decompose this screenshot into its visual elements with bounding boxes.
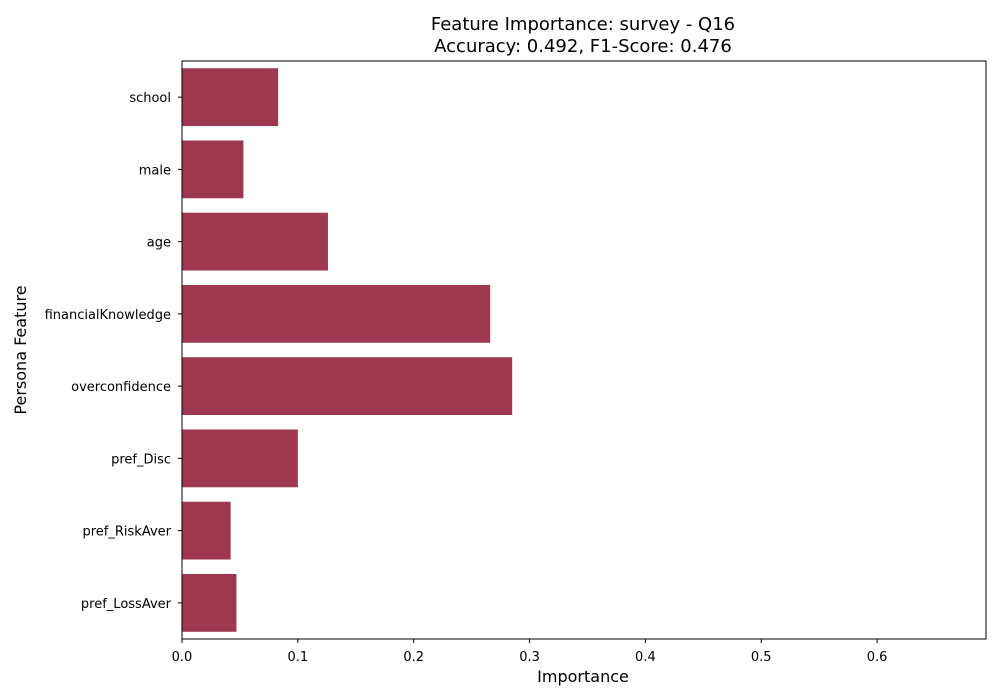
chart-subtitle: Accuracy: 0.492, F1-Score: 0.476	[434, 36, 732, 57]
x-tick-label: 0.5	[751, 650, 772, 665]
x-tick-label: 0.0	[172, 650, 193, 665]
x-tick-label: 0.1	[288, 650, 309, 665]
x-tick-label: 0.3	[519, 650, 540, 665]
bar-pref_LossAver	[182, 573, 237, 632]
y-tick-label: overconfidence	[71, 380, 171, 395]
y-ticks-group: school male age financialKnowledge overconfi…	[45, 91, 182, 612]
x-tick-label: 0.2	[403, 650, 424, 665]
y-tick-label: financialKnowledge	[45, 308, 171, 323]
bar-financialKnowledge	[182, 284, 491, 343]
bar-school	[182, 68, 279, 127]
chart-title: Feature Importance: survey - Q16	[431, 14, 735, 35]
y-tick-label: male	[139, 163, 171, 178]
x-tick-label: 0.4	[635, 650, 656, 665]
plot-frame	[181, 60, 987, 640]
bar-pref_RiskAver	[182, 501, 231, 560]
x-ticks-group: 0.0 0.1 0.2 0.3 0.4 0.5 0.6	[172, 639, 888, 665]
y-tick-label: pref_LossAver	[81, 597, 172, 612]
bar-male	[182, 140, 244, 199]
x-axis-label: Importance	[537, 667, 629, 686]
y-tick-label: pref_RiskAver	[83, 525, 172, 540]
bar-overconfidence	[182, 357, 513, 416]
bars-group	[182, 68, 513, 632]
y-tick-label: pref_Disc	[111, 452, 171, 467]
bar-pref_Disc	[182, 429, 298, 488]
y-tick-label: school	[129, 91, 171, 106]
bar-age	[182, 212, 328, 271]
y-axis-label: Persona Feature	[11, 285, 30, 414]
y-tick-label: age	[147, 236, 171, 251]
x-tick-label: 0.6	[867, 650, 888, 665]
